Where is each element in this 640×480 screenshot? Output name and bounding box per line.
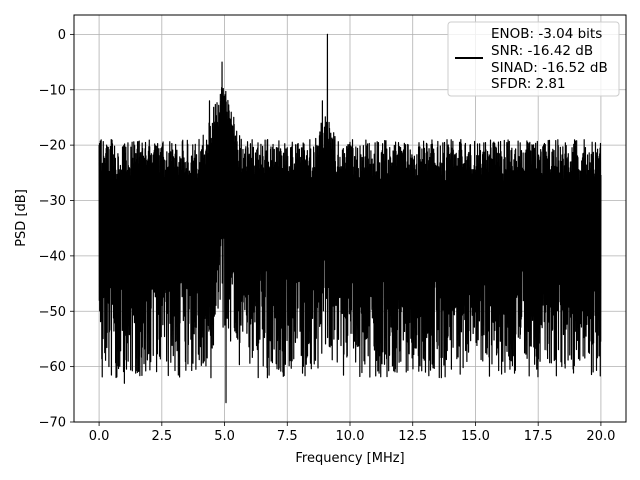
y-tick-label: −10 <box>39 83 66 98</box>
x-tick-label: 15.0 <box>461 429 490 444</box>
y-tick-label: −30 <box>39 194 66 209</box>
x-tick-label: 0.0 <box>89 429 110 444</box>
x-tick-label: 17.5 <box>524 429 553 444</box>
y-tick-label: −20 <box>39 139 66 154</box>
psd-series <box>98 33 602 404</box>
y-tick-label: −40 <box>39 249 66 264</box>
x-tick-label: 20.0 <box>586 429 615 444</box>
psd-line <box>98 33 602 404</box>
y-tick-label: −50 <box>39 305 66 320</box>
legend-entry-enob: ENOB: -3.04 bits <box>491 26 602 42</box>
legend-entry-sinad: SINAD: -16.52 dB <box>491 60 608 76</box>
y-tick-label: −70 <box>39 416 66 431</box>
x-tick-label: 10.0 <box>336 429 365 444</box>
legend-box <box>447 21 620 97</box>
x-axis-label: Frequency [MHz] <box>295 451 404 466</box>
legend-entry-snr: SNR: -16.42 dB <box>491 43 593 59</box>
x-tick-label: 2.5 <box>151 429 172 444</box>
y-tick-label: 0 <box>58 28 66 43</box>
legend: ENOB: -3.04 bits SNR: -16.42 dB SINAD: -… <box>447 21 620 97</box>
y-tick-label: −60 <box>39 360 66 375</box>
x-tick-label: 12.5 <box>398 429 427 444</box>
x-tick-label: 5.0 <box>214 429 235 444</box>
y-axis-label: PSD [dB] <box>14 189 29 247</box>
axis-ticks: 0.0 2.5 5.0 7.5 10.0 12.5 15.0 17.5 20.0 0 −10 −20 −… <box>39 28 616 444</box>
legend-entry-sfdr: SFDR: 2.81 <box>491 76 566 92</box>
x-tick-label: 7.5 <box>277 429 298 444</box>
